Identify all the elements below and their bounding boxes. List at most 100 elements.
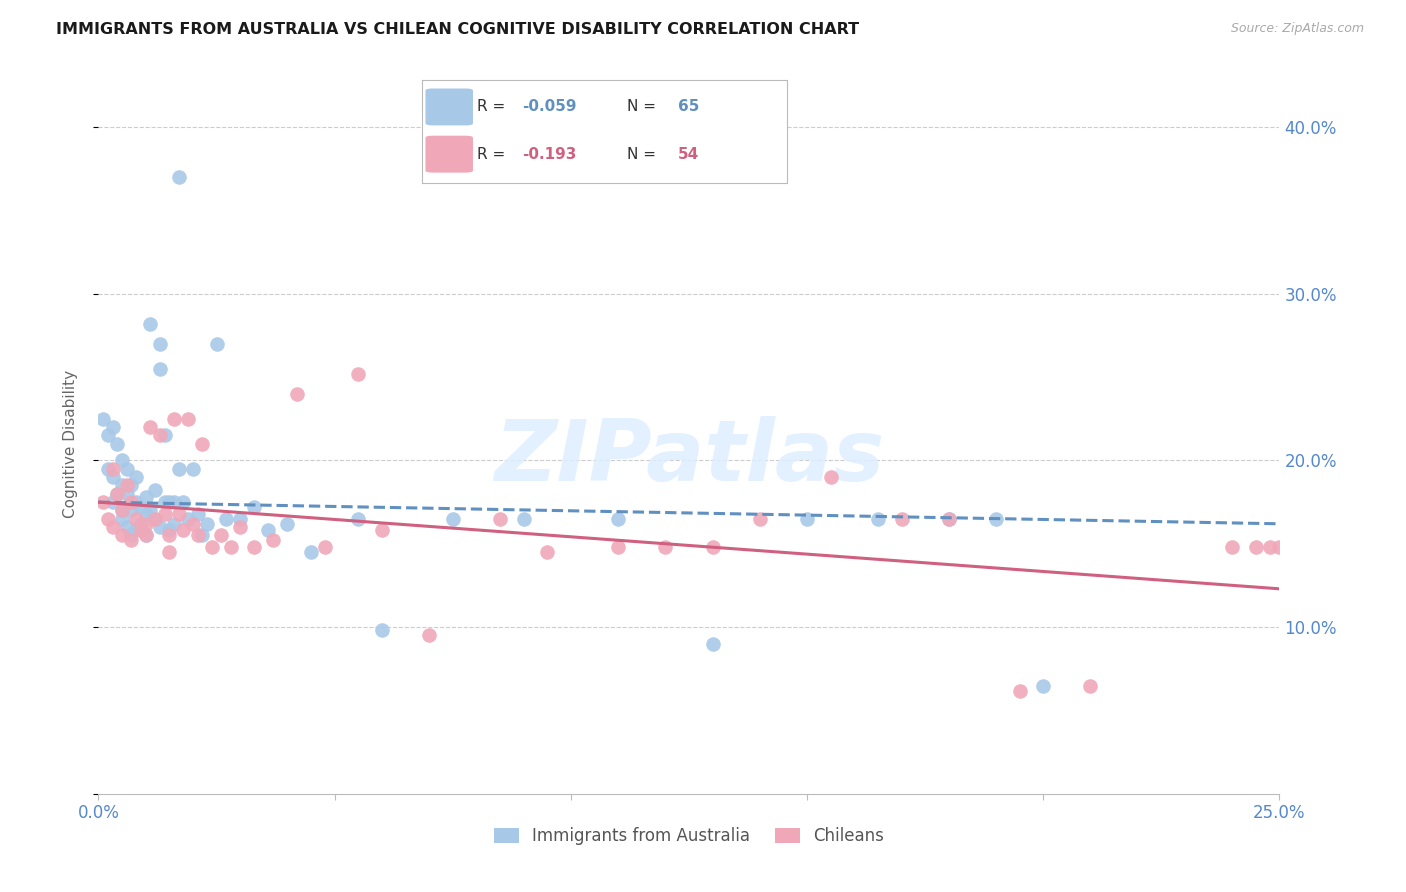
- Text: 54: 54: [678, 146, 699, 161]
- Point: [111, 503, 134, 517]
- Point: [748, 512, 770, 526]
- Point: [1080, 679, 1102, 693]
- Point: [121, 528, 143, 542]
- Text: N =: N =: [627, 146, 661, 161]
- Point: [149, 336, 172, 351]
- Point: [129, 524, 152, 538]
- Point: [191, 437, 214, 451]
- Point: [205, 336, 228, 351]
- Text: Source: ZipAtlas.com: Source: ZipAtlas.com: [1230, 22, 1364, 36]
- Point: [97, 428, 120, 442]
- Point: [702, 540, 724, 554]
- Point: [243, 540, 266, 554]
- Point: [135, 516, 157, 531]
- Point: [121, 503, 143, 517]
- Point: [125, 512, 148, 526]
- Point: [163, 411, 186, 425]
- Point: [1008, 683, 1031, 698]
- Point: [125, 495, 148, 509]
- Point: [91, 411, 114, 425]
- Point: [101, 462, 124, 476]
- Point: [143, 483, 166, 498]
- Point: [135, 490, 157, 504]
- Point: [149, 361, 172, 376]
- Point: [347, 367, 370, 381]
- Point: [167, 169, 190, 184]
- Point: [243, 500, 266, 515]
- Point: [219, 540, 242, 554]
- Point: [1268, 540, 1291, 554]
- Point: [215, 512, 238, 526]
- Point: [299, 545, 322, 559]
- Text: IMMIGRANTS FROM AUSTRALIA VS CHILEAN COGNITIVE DISABILITY CORRELATION CHART: IMMIGRANTS FROM AUSTRALIA VS CHILEAN COG…: [56, 22, 859, 37]
- Point: [121, 478, 143, 492]
- Point: [143, 512, 166, 526]
- Point: [820, 470, 842, 484]
- Point: [172, 495, 194, 509]
- Point: [125, 470, 148, 484]
- Point: [97, 462, 120, 476]
- Point: [139, 503, 162, 517]
- Point: [111, 478, 134, 492]
- Point: [167, 507, 190, 521]
- Point: [229, 512, 252, 526]
- Point: [890, 512, 912, 526]
- Point: [167, 462, 190, 476]
- Point: [262, 533, 284, 548]
- Point: [489, 512, 512, 526]
- Point: [371, 524, 394, 538]
- Point: [115, 478, 138, 492]
- Point: [97, 512, 120, 526]
- Point: [285, 386, 308, 401]
- Point: [111, 528, 134, 542]
- Point: [172, 524, 194, 538]
- Point: [129, 516, 152, 531]
- Point: [105, 437, 128, 451]
- Point: [654, 540, 676, 554]
- Point: [1258, 540, 1281, 554]
- FancyBboxPatch shape: [426, 136, 472, 173]
- Point: [125, 524, 148, 538]
- Point: [181, 516, 204, 531]
- Point: [938, 512, 960, 526]
- Point: [512, 512, 534, 526]
- Point: [105, 487, 128, 501]
- Point: [135, 528, 157, 542]
- Point: [111, 503, 134, 517]
- Point: [157, 528, 180, 542]
- Point: [101, 520, 124, 534]
- Point: [157, 545, 180, 559]
- Point: [143, 512, 166, 526]
- Point: [201, 540, 224, 554]
- Point: [209, 528, 232, 542]
- Point: [121, 533, 143, 548]
- Point: [1032, 679, 1054, 693]
- Point: [153, 428, 176, 442]
- Text: -0.059: -0.059: [523, 99, 576, 114]
- Point: [229, 520, 252, 534]
- FancyBboxPatch shape: [426, 88, 472, 126]
- Point: [139, 317, 162, 331]
- Point: [115, 462, 138, 476]
- Point: [191, 528, 214, 542]
- Point: [418, 628, 440, 642]
- Point: [153, 507, 176, 521]
- Point: [347, 512, 370, 526]
- Point: [984, 512, 1007, 526]
- Text: 65: 65: [678, 99, 699, 114]
- Point: [441, 512, 464, 526]
- Point: [121, 495, 143, 509]
- Point: [866, 512, 889, 526]
- Point: [607, 512, 630, 526]
- Point: [115, 487, 138, 501]
- Point: [163, 516, 186, 531]
- Text: R =: R =: [477, 99, 510, 114]
- Point: [796, 512, 818, 526]
- Point: [149, 428, 172, 442]
- Point: [163, 495, 186, 509]
- Point: [153, 495, 176, 509]
- Point: [1220, 540, 1243, 554]
- Point: [607, 540, 630, 554]
- Point: [702, 637, 724, 651]
- Point: [139, 420, 162, 434]
